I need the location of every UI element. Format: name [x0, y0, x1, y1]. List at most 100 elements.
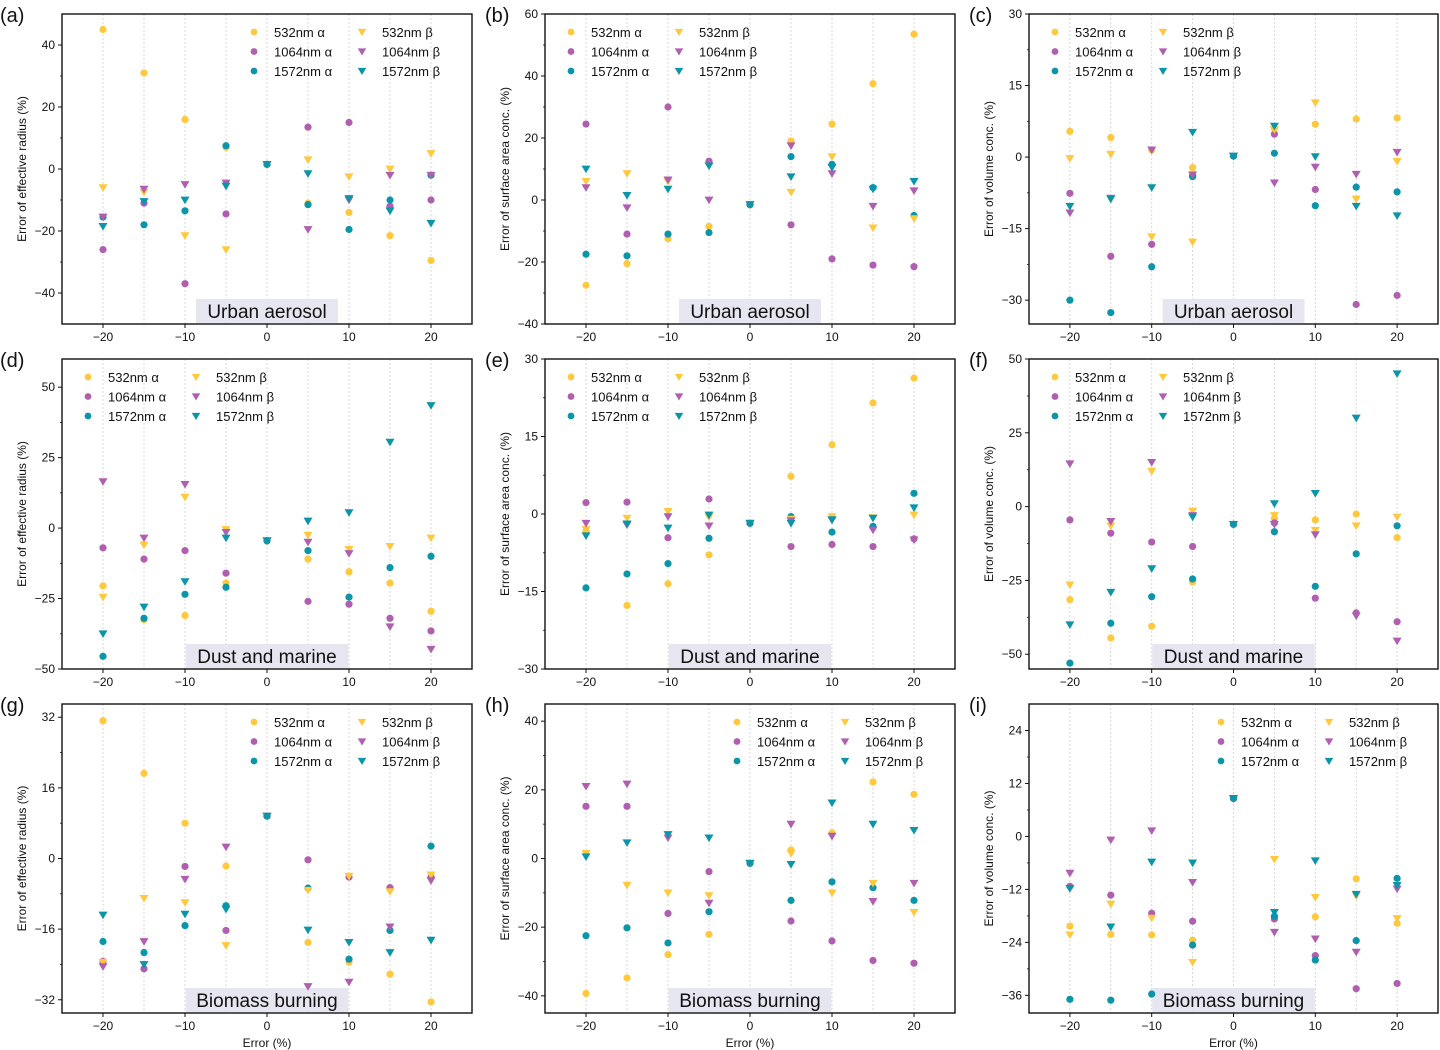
- legend-label: 1572nm α: [1241, 754, 1300, 769]
- point-532a: [910, 374, 918, 382]
- y-tick-label: 25: [42, 451, 56, 465]
- legend-marker-532b: [357, 718, 367, 727]
- legend: 532nm α 1064nm α 1572nm α 532nm β 1064nm β 15…: [733, 715, 923, 769]
- point-1064b: [868, 202, 878, 211]
- point-1064b: [1065, 209, 1075, 218]
- point-1572a: [181, 207, 189, 215]
- point-1572b: [622, 191, 632, 200]
- plot-frame: [1028, 703, 1439, 1014]
- point-1572a: [1270, 149, 1278, 157]
- point-1572a: [910, 896, 918, 904]
- point-1572a: [1066, 659, 1074, 667]
- point-1572a: [345, 225, 353, 234]
- point-1064b: [303, 538, 313, 547]
- point-532b: [868, 224, 878, 233]
- y-axis-label: Error of effective radius (%): [15, 96, 29, 242]
- point-1572a: [623, 252, 631, 260]
- point-1572b: [344, 509, 354, 517]
- legend-marker-532b: [674, 28, 684, 37]
- x-axis-label: Error (%): [726, 1036, 775, 1050]
- point-532a: [1352, 510, 1360, 518]
- point-1064b: [663, 176, 673, 185]
- point-532a: [181, 115, 189, 123]
- point-1572b: [704, 834, 714, 843]
- point-532a: [705, 222, 713, 230]
- x-tick-label: −10: [658, 1019, 679, 1033]
- point-1572a: [1393, 522, 1401, 530]
- y-axis-label: Error of surface area conc. (%): [498, 432, 512, 596]
- point-1572b: [1229, 520, 1238, 529]
- panel-a: Urban aerosol −20 −10 0 10 20 −40 −20 0 20 40 Error…: [0, 5, 473, 344]
- point-1572b: [1147, 858, 1157, 867]
- point-532b: [303, 886, 313, 895]
- point-1572a: [345, 955, 353, 963]
- point-532b: [180, 232, 190, 240]
- point-1064a: [869, 542, 877, 551]
- panel-letter: (f): [969, 350, 988, 372]
- legend-label: 1572nm β: [699, 409, 757, 424]
- point-1064b: [909, 879, 919, 888]
- point-532b: [1392, 157, 1402, 166]
- legend-marker-1064a: [84, 393, 92, 400]
- point-1572b: [1106, 923, 1116, 932]
- point-1064a: [1107, 529, 1115, 537]
- point-1064a: [828, 255, 836, 263]
- point-1572b: [868, 820, 878, 829]
- legend-label: 532nm α: [1075, 370, 1126, 385]
- legend-label: 532nm α: [274, 25, 325, 40]
- y-tick-label: −16: [35, 922, 56, 936]
- point-1572b: [344, 938, 354, 947]
- point-532b: [303, 531, 313, 540]
- point-1064a: [345, 600, 353, 608]
- legend-marker-532a: [1051, 373, 1059, 381]
- point-1064b: [704, 196, 714, 205]
- legend-marker-1572b: [191, 412, 201, 421]
- y-tick-label: −12: [1002, 882, 1023, 896]
- point-532a: [705, 551, 713, 559]
- legend-marker-1064b: [191, 393, 201, 401]
- legend-label: 532nm β: [1183, 25, 1234, 40]
- point-1064b: [385, 623, 395, 632]
- point-1572b: [1269, 908, 1279, 917]
- y-tick-label: −50: [1002, 647, 1023, 661]
- point-1064a: [582, 499, 590, 507]
- legend-label: 1064nm β: [1183, 390, 1241, 405]
- point-1572b: [1188, 128, 1198, 137]
- point-1064a: [222, 210, 230, 218]
- legend-marker-532b: [840, 718, 850, 727]
- point-1572b: [1147, 565, 1157, 573]
- point-1572a: [1107, 996, 1115, 1004]
- y-axis-label: Error of surface area conc. (%): [498, 87, 512, 251]
- legend-label: 1064nm β: [865, 735, 923, 750]
- point-1572b: [1351, 202, 1361, 211]
- legend-label: 1572nm α: [591, 64, 650, 79]
- point-1064b: [868, 898, 878, 906]
- point-532b: [1188, 238, 1198, 247]
- point-1572b: [1065, 621, 1075, 629]
- legend: 532nm α 1064nm α 1572nm α 532nm β 1064nm β 15…: [567, 370, 757, 424]
- x-tick-label: −20: [93, 330, 114, 344]
- panel-letter: (a): [0, 5, 24, 27]
- x-tick-label: −10: [175, 1019, 196, 1033]
- point-532a: [427, 256, 435, 265]
- x-tick-label: 0: [1230, 675, 1237, 689]
- x-tick-label: 0: [1230, 1019, 1237, 1033]
- point-1572b: [426, 936, 436, 945]
- legend-marker-1064b: [674, 48, 684, 56]
- legend: 532nm α 1064nm α 1572nm α 532nm β 1064nm β 15…: [1051, 25, 1241, 79]
- point-1572b: [827, 799, 837, 808]
- x-tick-label: 0: [1230, 330, 1237, 344]
- point-1572a: [386, 196, 394, 204]
- point-1064a: [787, 221, 795, 229]
- point-1064a: [1066, 189, 1074, 197]
- point-532a: [1189, 163, 1197, 172]
- plot-frame: [544, 13, 956, 325]
- point-1064a: [304, 123, 312, 131]
- point-532b: [344, 173, 354, 182]
- point-1572a: [1393, 188, 1401, 196]
- point-1064a: [869, 261, 877, 269]
- legend-marker-1064b: [1158, 48, 1168, 56]
- legend-marker-1064a: [1051, 393, 1059, 400]
- point-1572a: [623, 570, 631, 578]
- legend-marker-1572b: [1324, 757, 1334, 766]
